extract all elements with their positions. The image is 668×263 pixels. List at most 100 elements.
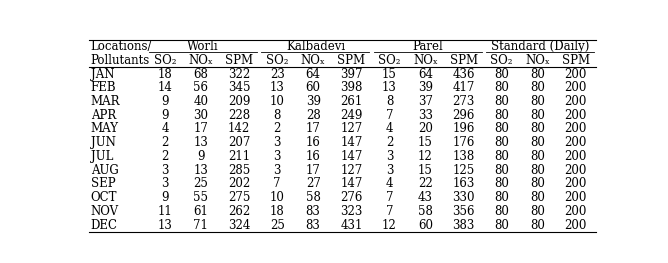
Text: 261: 261	[340, 95, 363, 108]
Text: 127: 127	[340, 164, 363, 177]
Text: 23: 23	[270, 68, 285, 80]
Text: 40: 40	[194, 95, 208, 108]
Text: 80: 80	[494, 178, 509, 190]
Text: 2: 2	[161, 150, 169, 163]
Text: 276: 276	[340, 191, 363, 204]
Text: JAN: JAN	[91, 68, 114, 80]
Text: 10: 10	[270, 191, 285, 204]
Text: 3: 3	[161, 164, 169, 177]
Text: 80: 80	[530, 178, 545, 190]
Text: 200: 200	[564, 95, 587, 108]
Text: 80: 80	[530, 123, 545, 135]
Text: 3: 3	[385, 164, 393, 177]
Text: NOV: NOV	[91, 205, 119, 218]
Text: 13: 13	[270, 81, 285, 94]
Text: 200: 200	[564, 68, 587, 80]
Text: SPM: SPM	[225, 54, 253, 67]
Text: 322: 322	[228, 68, 250, 80]
Text: 397: 397	[340, 68, 363, 80]
Text: 249: 249	[340, 109, 363, 122]
Text: 211: 211	[228, 150, 250, 163]
Text: 9: 9	[161, 95, 169, 108]
Text: 80: 80	[494, 191, 509, 204]
Text: 3: 3	[273, 150, 281, 163]
Text: 16: 16	[306, 136, 321, 149]
Text: 15: 15	[418, 164, 433, 177]
Text: 60: 60	[306, 81, 321, 94]
Text: 12: 12	[418, 150, 433, 163]
Text: 200: 200	[564, 205, 587, 218]
Text: 28: 28	[306, 109, 321, 122]
Text: OCT: OCT	[91, 191, 118, 204]
Text: 7: 7	[385, 205, 393, 218]
Text: 55: 55	[194, 191, 208, 204]
Text: 3: 3	[273, 136, 281, 149]
Text: 80: 80	[530, 81, 545, 94]
Text: 200: 200	[564, 219, 587, 232]
Text: 142: 142	[228, 123, 250, 135]
Text: 273: 273	[452, 95, 475, 108]
Text: Pollutants: Pollutants	[91, 54, 150, 67]
Text: SO₂: SO₂	[266, 54, 289, 67]
Text: 60: 60	[418, 219, 433, 232]
Text: 4: 4	[385, 178, 393, 190]
Text: 345: 345	[228, 81, 250, 94]
Text: 3: 3	[161, 178, 169, 190]
Text: 200: 200	[564, 164, 587, 177]
Text: 15: 15	[418, 136, 433, 149]
Text: Parel: Parel	[412, 40, 443, 53]
Text: 22: 22	[418, 178, 433, 190]
Text: 20: 20	[418, 123, 433, 135]
Text: 80: 80	[530, 205, 545, 218]
Text: 39: 39	[418, 81, 433, 94]
Text: SPM: SPM	[562, 54, 590, 67]
Text: MAR: MAR	[91, 95, 120, 108]
Text: 417: 417	[452, 81, 475, 94]
Text: 17: 17	[306, 164, 321, 177]
Text: 7: 7	[385, 109, 393, 122]
Text: DEC: DEC	[91, 219, 118, 232]
Text: 80: 80	[530, 109, 545, 122]
Text: 43: 43	[418, 191, 433, 204]
Text: 39: 39	[306, 95, 321, 108]
Text: 7: 7	[273, 178, 281, 190]
Text: 147: 147	[340, 150, 363, 163]
Text: 83: 83	[306, 219, 321, 232]
Text: 27: 27	[306, 178, 321, 190]
Text: NOₓ: NOₓ	[188, 54, 213, 67]
Text: 200: 200	[564, 81, 587, 94]
Text: 30: 30	[194, 109, 208, 122]
Text: Standard (Daily): Standard (Daily)	[491, 40, 589, 53]
Text: 200: 200	[564, 191, 587, 204]
Text: 15: 15	[382, 68, 397, 80]
Text: 356: 356	[452, 205, 475, 218]
Text: 4: 4	[385, 123, 393, 135]
Text: 262: 262	[228, 205, 250, 218]
Text: 25: 25	[194, 178, 208, 190]
Text: 296: 296	[452, 109, 475, 122]
Text: 9: 9	[197, 150, 204, 163]
Text: 285: 285	[228, 164, 250, 177]
Text: 18: 18	[270, 205, 285, 218]
Text: 275: 275	[228, 191, 250, 204]
Text: MAY: MAY	[91, 123, 119, 135]
Text: 80: 80	[530, 150, 545, 163]
Text: 200: 200	[564, 178, 587, 190]
Text: 3: 3	[385, 150, 393, 163]
Text: 9: 9	[161, 191, 169, 204]
Text: 18: 18	[158, 68, 172, 80]
Text: 12: 12	[382, 219, 397, 232]
Text: 202: 202	[228, 178, 250, 190]
Text: 80: 80	[530, 191, 545, 204]
Text: 64: 64	[306, 68, 321, 80]
Text: SO₂: SO₂	[490, 54, 513, 67]
Text: 176: 176	[452, 136, 475, 149]
Text: NOₓ: NOₓ	[525, 54, 550, 67]
Text: 431: 431	[340, 219, 363, 232]
Text: 64: 64	[418, 68, 433, 80]
Text: NOₓ: NOₓ	[301, 54, 325, 67]
Text: 80: 80	[494, 150, 509, 163]
Text: 80: 80	[494, 123, 509, 135]
Text: Kalbadevi: Kalbadevi	[286, 40, 345, 53]
Text: 10: 10	[270, 95, 285, 108]
